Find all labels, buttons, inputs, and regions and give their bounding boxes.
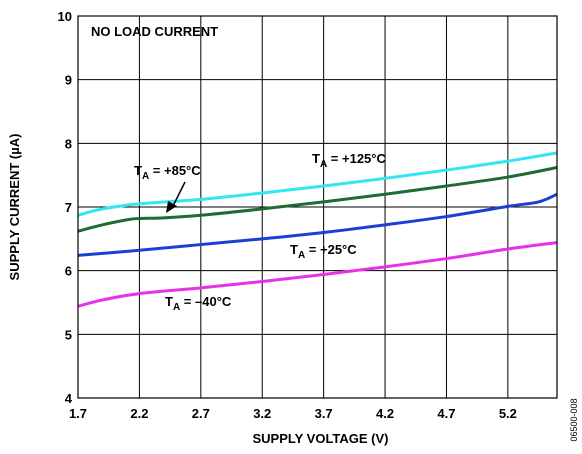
x-tick-label: 5.2 <box>499 406 517 421</box>
series-labels: TA = +125°C TA = +85°C TA = +25°C TA = –40°… <box>134 151 386 313</box>
y-tick-label: 8 <box>65 136 72 151</box>
y-tick-label: 4 <box>65 391 73 406</box>
x-tick-label: 4.2 <box>376 406 394 421</box>
no-load-annotation: NO LOAD CURRENT <box>91 24 218 39</box>
series-25c-line <box>77 192 558 257</box>
y-tick-label: 9 <box>65 73 72 88</box>
series-minus40c-line <box>77 241 558 308</box>
grid-lines <box>78 16 557 398</box>
x-tick-label: 4.7 <box>437 406 455 421</box>
arrow-shaft <box>171 181 186 209</box>
figure-id: 06500-008 <box>569 398 579 441</box>
label-arrow-85c <box>166 181 186 213</box>
y-tick-label: 10 <box>58 9 72 24</box>
y-tick-label: 6 <box>65 264 72 279</box>
series-25c-label: TA = +25°C <box>290 242 357 261</box>
x-tick-label: 3.2 <box>253 406 271 421</box>
y-tick-labels: 4 5 6 7 8 9 10 <box>58 9 73 406</box>
plot-frame <box>77 15 558 399</box>
x-tick-label: 1.7 <box>69 406 87 421</box>
series-125c-label: TA = +125°C <box>312 151 386 170</box>
x-axis-title: SUPPLY VOLTAGE (V) <box>252 431 388 446</box>
x-tick-labels: 1.7 2.2 2.7 3.2 3.7 4.2 4.7 5.2 <box>69 406 517 421</box>
series-125c-line <box>77 151 558 217</box>
x-tick-label: 2.2 <box>130 406 148 421</box>
y-axis-title: SUPPLY CURRENT (µA) <box>7 134 22 281</box>
series-85c-line <box>77 166 558 233</box>
x-tick-label: 3.7 <box>315 406 333 421</box>
x-tick-label: 2.7 <box>192 406 210 421</box>
series-85c-label: TA = +85°C <box>134 163 201 182</box>
arrow-head <box>166 201 177 213</box>
y-tick-label: 5 <box>65 327 72 342</box>
y-tick-label: 7 <box>65 200 72 215</box>
series-lines <box>77 151 558 308</box>
series-minus40c-label: TA = –40°C <box>165 294 232 313</box>
